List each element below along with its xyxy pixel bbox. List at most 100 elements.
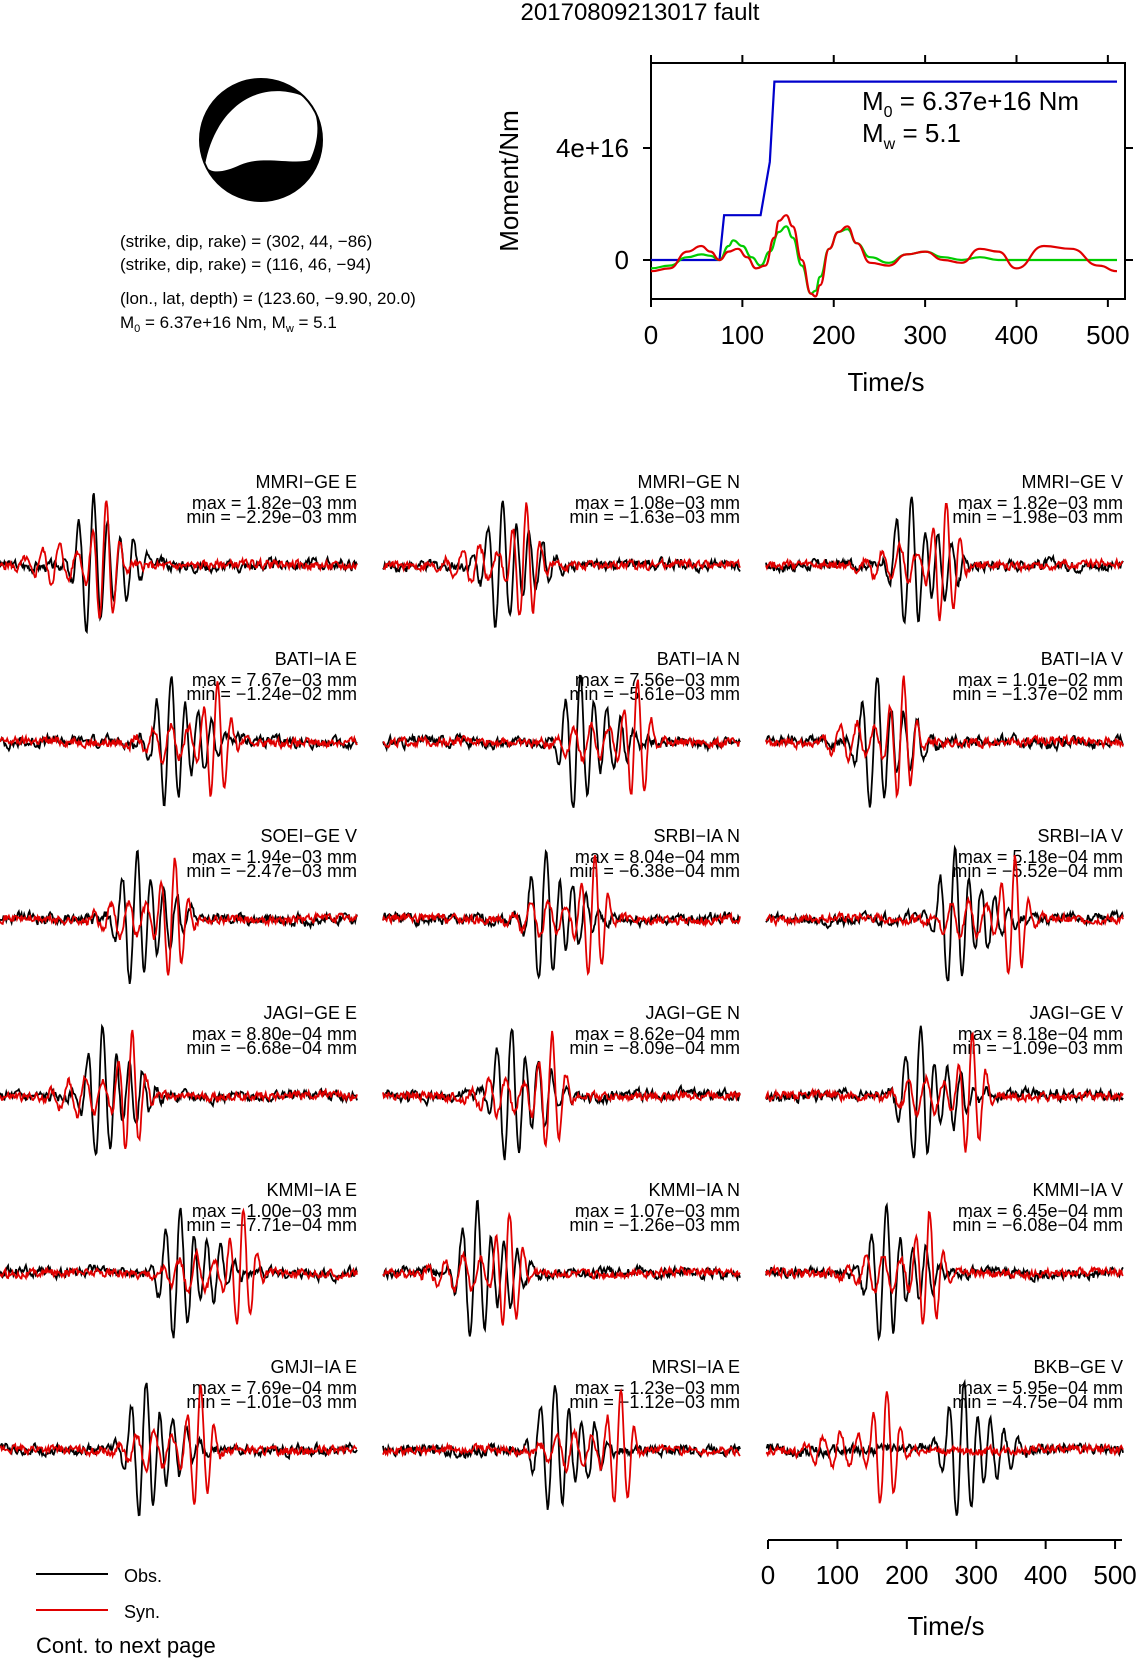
synthetic-trace — [382, 855, 741, 976]
station-label: SRBI−IA V — [1037, 826, 1123, 846]
synthetic-trace — [0, 1384, 358, 1505]
max-amplitude-label: max = 8.04e−04 mm — [575, 847, 740, 867]
plane1-text: (strike, dip, rake) = (302, 44, −86) — [120, 232, 372, 251]
min-amplitude-label: min = −6.38e−04 mm — [569, 861, 740, 881]
station-label: MRSI−IA E — [651, 1357, 740, 1377]
observed-trace — [765, 1378, 1124, 1516]
plane2-text: (strike, dip, rake) = (116, 46, −94) — [120, 255, 371, 274]
waveform-x-tick-label: 500 — [1093, 1560, 1136, 1590]
waveform-x-tick-label: 0 — [761, 1560, 775, 1590]
legend-obs-label: Obs. — [124, 1566, 162, 1586]
max-amplitude-label: max = 6.45e−04 mm — [958, 1201, 1123, 1221]
synthetic-trace — [765, 1391, 1124, 1504]
max-amplitude-label: max = 5.95e−04 mm — [958, 1378, 1123, 1398]
min-amplitude-label: min = −1.12e−03 mm — [569, 1392, 740, 1412]
moment-summary-text: M0 = 6.37e+16 Nm, Mw = 5.1 — [120, 313, 337, 335]
min-amplitude-label: min = −1.63e−03 mm — [569, 507, 740, 527]
station-label: BATI−IA N — [657, 649, 740, 669]
moment-x-axis: 0 100 200 300 400 500 — [644, 55, 1130, 350]
footer-text: Cont. to next page — [36, 1633, 216, 1658]
moment-series-line — [650, 225, 1117, 295]
station-label: SRBI−IA N — [653, 826, 740, 846]
station-label: MMRI−GE V — [1021, 472, 1123, 492]
min-amplitude-label: min = −6.08e−04 mm — [952, 1215, 1123, 1235]
station-label: GMJI−IA E — [270, 1357, 357, 1377]
station-label: BKB−GE V — [1033, 1357, 1123, 1377]
synthetic-trace — [765, 1031, 1124, 1153]
max-amplitude-label: max = 7.67e−03 mm — [192, 670, 357, 690]
max-amplitude-label: max = 7.69e−04 mm — [192, 1378, 357, 1398]
legend: Obs. Syn. — [36, 1566, 162, 1622]
min-amplitude-label: min = −1.26e−03 mm — [569, 1215, 740, 1235]
min-amplitude-label: min = −7.71e−04 mm — [186, 1215, 357, 1235]
synthetic-trace — [0, 500, 358, 619]
legend-syn-label: Syn. — [124, 1602, 160, 1622]
max-amplitude-label: max = 1.23e−03 mm — [575, 1378, 740, 1398]
moment-m0-annotation: M0 = 6.37e+16 Nm — [862, 86, 1079, 121]
synthetic-trace — [0, 681, 358, 797]
synthetic-trace — [0, 1207, 358, 1325]
min-amplitude-label: min = −8.09e−04 mm — [569, 1038, 740, 1058]
waveform-x-tick-label: 300 — [955, 1560, 998, 1590]
station-label: MMRI−GE E — [255, 472, 357, 492]
synthetic-trace — [0, 1029, 358, 1150]
synthetic-trace — [0, 857, 358, 976]
station-label: BATI−IA E — [275, 649, 357, 669]
waveform-panels: MMRI−GE E max = 1.82e−03 mm min = −2.29e−0… — [0, 472, 1124, 1517]
max-amplitude-label: max = 8.80e−04 mm — [192, 1024, 357, 1044]
max-amplitude-label: max = 8.62e−04 mm — [575, 1024, 740, 1044]
moment-plot-frame — [650, 62, 1126, 300]
moment-series-line — [650, 214, 1118, 298]
waveform-x-label: Time/s — [907, 1611, 984, 1641]
max-amplitude-label: max = 1.94e−03 mm — [192, 847, 357, 867]
synthetic-trace — [765, 1210, 1124, 1325]
station-label: KMMI−IA N — [648, 1180, 740, 1200]
station-label: KMMI−IA E — [266, 1180, 357, 1200]
min-amplitude-label: min = −4.75e−04 mm — [952, 1392, 1123, 1412]
synthetic-trace — [765, 675, 1124, 800]
moment-y-axis: 0 4e+16 — [556, 133, 1133, 275]
synthetic-trace — [382, 1030, 741, 1149]
max-amplitude-label: max = 1.07e−03 mm — [575, 1201, 740, 1221]
waveform-x-tick-label: 100 — [816, 1560, 859, 1590]
min-amplitude-label: min = −6.68e−04 mm — [186, 1038, 357, 1058]
max-amplitude-label: max = 1.82e−03 mm — [958, 493, 1123, 513]
synthetic-trace — [382, 1388, 741, 1503]
min-amplitude-label: min = −1.24e−02 mm — [186, 684, 357, 704]
max-amplitude-label: max = 1.00e−03 mm — [192, 1201, 357, 1221]
moment-x-tick-label: 300 — [903, 320, 946, 350]
location-text: (lon., lat, depth) = (123.60, −9.90, 20.… — [120, 289, 416, 308]
station-label: JAGI−GE N — [645, 1003, 740, 1023]
waveform-time-axis: 0 100 200 300 400 500 — [761, 1539, 1137, 1590]
synthetic-trace — [765, 854, 1124, 976]
min-amplitude-label: min = −2.47e−03 mm — [186, 861, 357, 881]
min-amplitude-label: min = −1.37e−02 mm — [952, 684, 1123, 704]
station-label: KMMI−IA V — [1032, 1180, 1123, 1200]
observed-trace — [382, 848, 741, 980]
beachball-icon — [199, 78, 323, 202]
synthetic-trace — [382, 1211, 741, 1326]
moment-x-tick-label: 500 — [1086, 320, 1129, 350]
moment-mw-annotation: Mw = 5.1 — [862, 118, 961, 153]
station-label: JAGI−GE E — [263, 1003, 357, 1023]
beachball-nodal-region — [205, 91, 318, 172]
max-amplitude-label: max = 1.01e−02 mm — [958, 670, 1123, 690]
moment-x-tick-label: 200 — [812, 320, 855, 350]
moment-chart: 0 100 200 300 400 500 0 4e+16 Time/s Moment/Nm… — [494, 55, 1133, 397]
moment-x-tick-label: 0 — [644, 320, 658, 350]
synthetic-trace — [765, 503, 1124, 622]
min-amplitude-label: min = −1.09e−03 mm — [952, 1038, 1123, 1058]
min-amplitude-label: min = −2.29e−03 mm — [186, 507, 357, 527]
max-amplitude-label: max = 1.08e−03 mm — [575, 493, 740, 513]
moment-y-tick-label: 4e+16 — [556, 133, 629, 163]
